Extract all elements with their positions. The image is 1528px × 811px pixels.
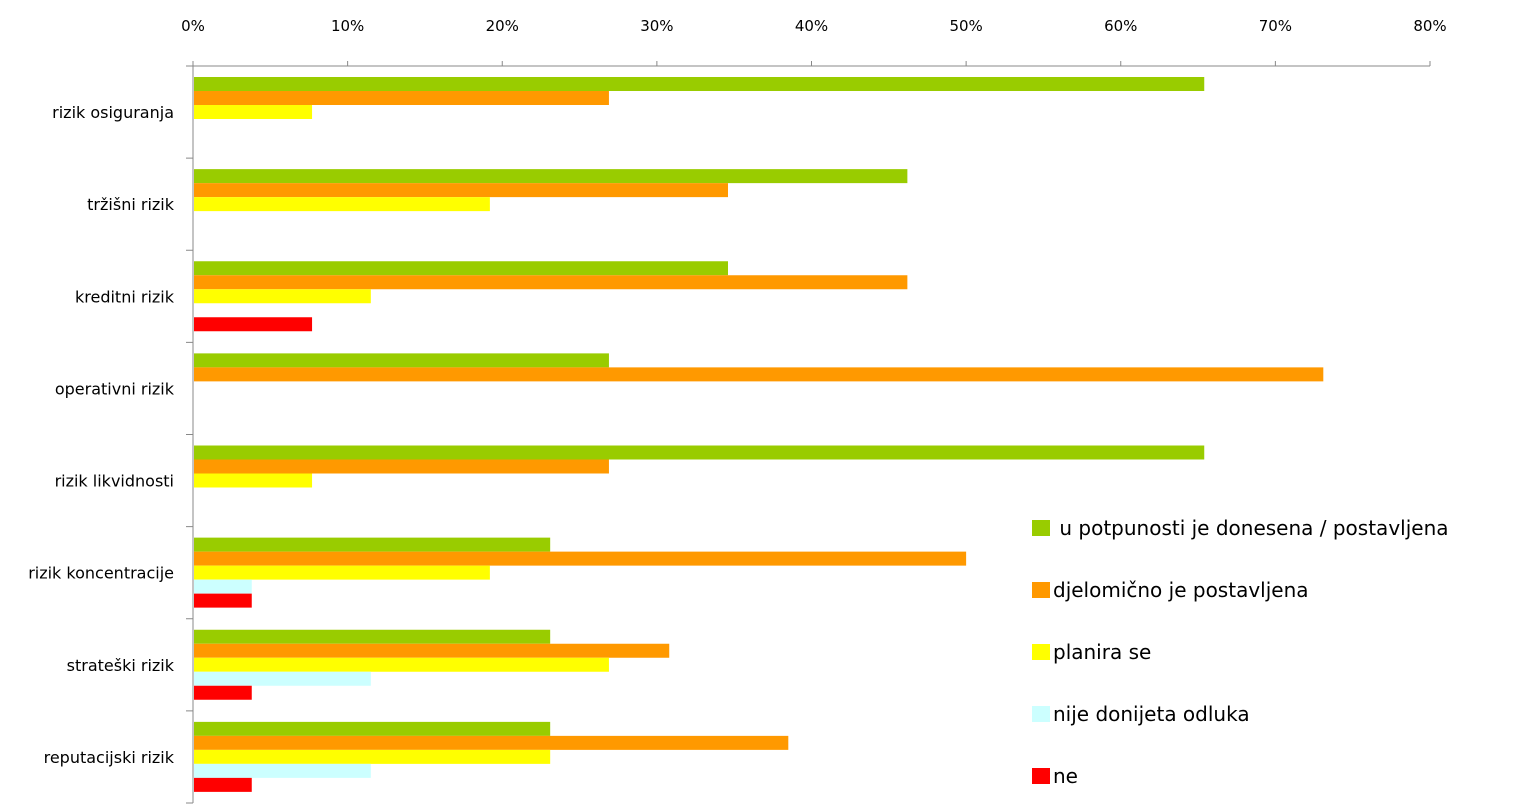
bar	[194, 367, 1324, 382]
bar	[194, 459, 609, 474]
bar	[194, 261, 729, 276]
x-tick-labels: 0% 10% 20% 30% 40% 50% 60% 70% 80%	[181, 17, 1447, 66]
legend-label: ne	[1053, 764, 1078, 788]
bar	[194, 105, 313, 119]
x-tick-label: 80%	[1413, 17, 1446, 35]
category-label: kreditni rizik	[75, 287, 175, 306]
x-tick-label: 70%	[1259, 17, 1292, 35]
legend-swatch	[1032, 520, 1050, 536]
bar	[194, 671, 371, 686]
bar	[194, 579, 252, 594]
x-tick-label: 40%	[795, 17, 828, 35]
category-label: strateški rizik	[67, 656, 175, 675]
bar	[194, 473, 313, 488]
category-label: rizik likvidnosti	[55, 472, 174, 491]
legend-label: planira se	[1053, 640, 1151, 664]
legend: u potpunosti je donesena / postavljena dj…	[1032, 516, 1449, 788]
category-label: operativni rizik	[55, 379, 175, 398]
bar	[194, 317, 313, 332]
bar	[194, 565, 490, 580]
bar	[194, 197, 490, 212]
bar	[194, 353, 609, 368]
legend-label: djelomično je postavljena	[1053, 578, 1309, 602]
bar	[194, 735, 789, 750]
category-label: reputacijski rizik	[44, 748, 175, 767]
bar	[194, 643, 670, 658]
x-tick-label: 30%	[640, 17, 673, 35]
bar	[194, 275, 908, 290]
bar	[194, 763, 371, 778]
category-label: rizik koncentracije	[28, 564, 174, 583]
bar	[194, 537, 551, 552]
legend-label: nije donijeta odluka	[1053, 702, 1250, 726]
x-tick-label: 60%	[1104, 17, 1137, 35]
category-label: rizik osiguranja	[52, 103, 174, 122]
legend-swatch	[1032, 644, 1050, 660]
legend-swatch	[1032, 706, 1050, 722]
legend-swatch	[1032, 582, 1050, 598]
bar	[194, 593, 252, 608]
bar	[194, 169, 908, 184]
legend-label: u potpunosti je donesena / postavljena	[1053, 516, 1449, 540]
bar	[194, 445, 1205, 460]
category-label: tržišni rizik	[87, 195, 175, 214]
bar	[194, 657, 609, 672]
bar	[194, 749, 551, 764]
bars	[194, 77, 1324, 792]
bar	[194, 685, 252, 700]
category-labels: rizik osiguranja tržišni rizik kreditni ri…	[28, 103, 175, 767]
bar	[194, 77, 1205, 91]
bar	[194, 289, 371, 304]
x-tick-label: 10%	[331, 17, 364, 35]
bar	[194, 629, 551, 644]
x-tick-label: 20%	[486, 17, 519, 35]
bar	[194, 721, 551, 736]
x-tick-label: 0%	[181, 17, 205, 35]
bar	[194, 91, 609, 105]
bar	[194, 777, 252, 792]
legend-swatch	[1032, 768, 1050, 784]
x-tick-label: 50%	[949, 17, 982, 35]
bar	[194, 551, 967, 566]
bar	[194, 183, 729, 198]
